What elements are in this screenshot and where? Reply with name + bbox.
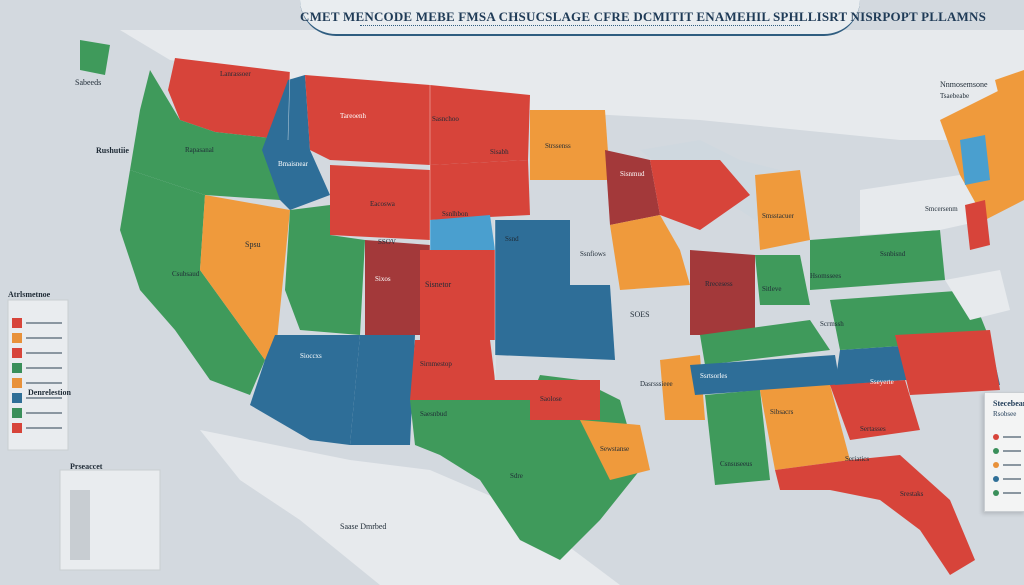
state-utah [285, 205, 365, 335]
left-legend-line [26, 382, 62, 384]
right-legend-item [993, 475, 1021, 483]
state-minnesota [530, 110, 610, 180]
left-legend-swatch [12, 423, 22, 433]
state-nevada [200, 195, 290, 360]
legend-swatch [993, 434, 999, 440]
left-legend-line [26, 367, 62, 369]
left-legend-line [26, 322, 62, 324]
right-legend-item [993, 461, 1021, 469]
right-legend-item [993, 433, 1021, 441]
left-legend-line [26, 397, 62, 399]
left-legend-swatch [12, 408, 22, 418]
left-legend-line [26, 412, 62, 414]
left-legend-swatch [12, 318, 22, 328]
right-legend-item [993, 489, 1021, 497]
state-florida [775, 455, 975, 575]
left-legend-swatch [12, 348, 22, 358]
state-oklahoma [410, 340, 530, 400]
left-legend-swatch [12, 378, 22, 388]
state-south-dakota [430, 160, 530, 220]
state-nebraska [430, 215, 495, 250]
state-arkansas [530, 380, 600, 420]
legend-swatch [993, 490, 999, 496]
state-georgia [760, 385, 850, 470]
state-pennsylvania [810, 230, 945, 290]
state-kentucky [700, 320, 830, 365]
state-montana [305, 75, 430, 165]
state-illinois [610, 215, 690, 290]
mexico-landmass [200, 430, 620, 585]
left-legend-swatch [12, 363, 22, 373]
legend-line [1003, 492, 1021, 494]
state-alabama [705, 390, 770, 485]
state-arizona [250, 335, 360, 445]
state-kansas [420, 250, 495, 340]
left-legend-line [26, 337, 62, 339]
legend-swatch [993, 476, 999, 482]
state-ohio [755, 255, 810, 305]
legend-line [1003, 464, 1021, 466]
state-michigan-lower [755, 170, 810, 250]
right-legend: Stecebeanet Rsobsee [984, 392, 1024, 512]
state-indiana [690, 250, 755, 335]
state-north-dakota [430, 85, 530, 165]
legend-line [1003, 478, 1021, 480]
right-legend-title: Stecebeanet [993, 399, 1024, 408]
state-nj [965, 200, 990, 250]
title-underline [360, 25, 800, 28]
right-legend-item [993, 447, 1021, 455]
state-dc-area [895, 330, 1000, 395]
state-oregon [130, 70, 288, 200]
left-legend-line [26, 352, 62, 354]
left-legend-swatch [12, 333, 22, 343]
title-banner: CMET MENCODE MEBE FMSA CHSUCSLAGE CFRE D… [300, 0, 987, 36]
state-new-mexico [350, 335, 415, 445]
legend-swatch [993, 448, 999, 454]
state-colorado [365, 240, 430, 335]
legend-line [1003, 450, 1021, 452]
state-louisiana [580, 420, 650, 480]
state-maine [995, 70, 1024, 120]
pacific-nw-island [80, 40, 110, 75]
legend-swatch [993, 462, 999, 468]
state-michigan [650, 160, 750, 230]
state-maryland [945, 270, 1010, 320]
state-iowa [495, 220, 570, 285]
map-title: CMET MENCODE MEBE FMSA CHSUCSLAGE CFRE D… [300, 9, 987, 24]
state-tennessee [690, 355, 840, 395]
state-california [120, 170, 265, 395]
bottom-legend [59, 469, 161, 571]
left-legend-swatch [12, 393, 22, 403]
state-wyoming [330, 165, 430, 240]
right-legend-subtitle: Rsobsee [993, 410, 1017, 418]
legend-line [1003, 436, 1021, 438]
state-washington [168, 58, 290, 140]
state-missouri [495, 285, 615, 360]
state-vermont [960, 135, 990, 185]
left-legend-line [26, 427, 62, 429]
state-new-york [860, 175, 985, 235]
state-wisconsin [605, 150, 660, 225]
state-idaho [262, 75, 330, 210]
canada-landmass [120, 30, 1024, 140]
state-south-carolina [830, 380, 920, 440]
